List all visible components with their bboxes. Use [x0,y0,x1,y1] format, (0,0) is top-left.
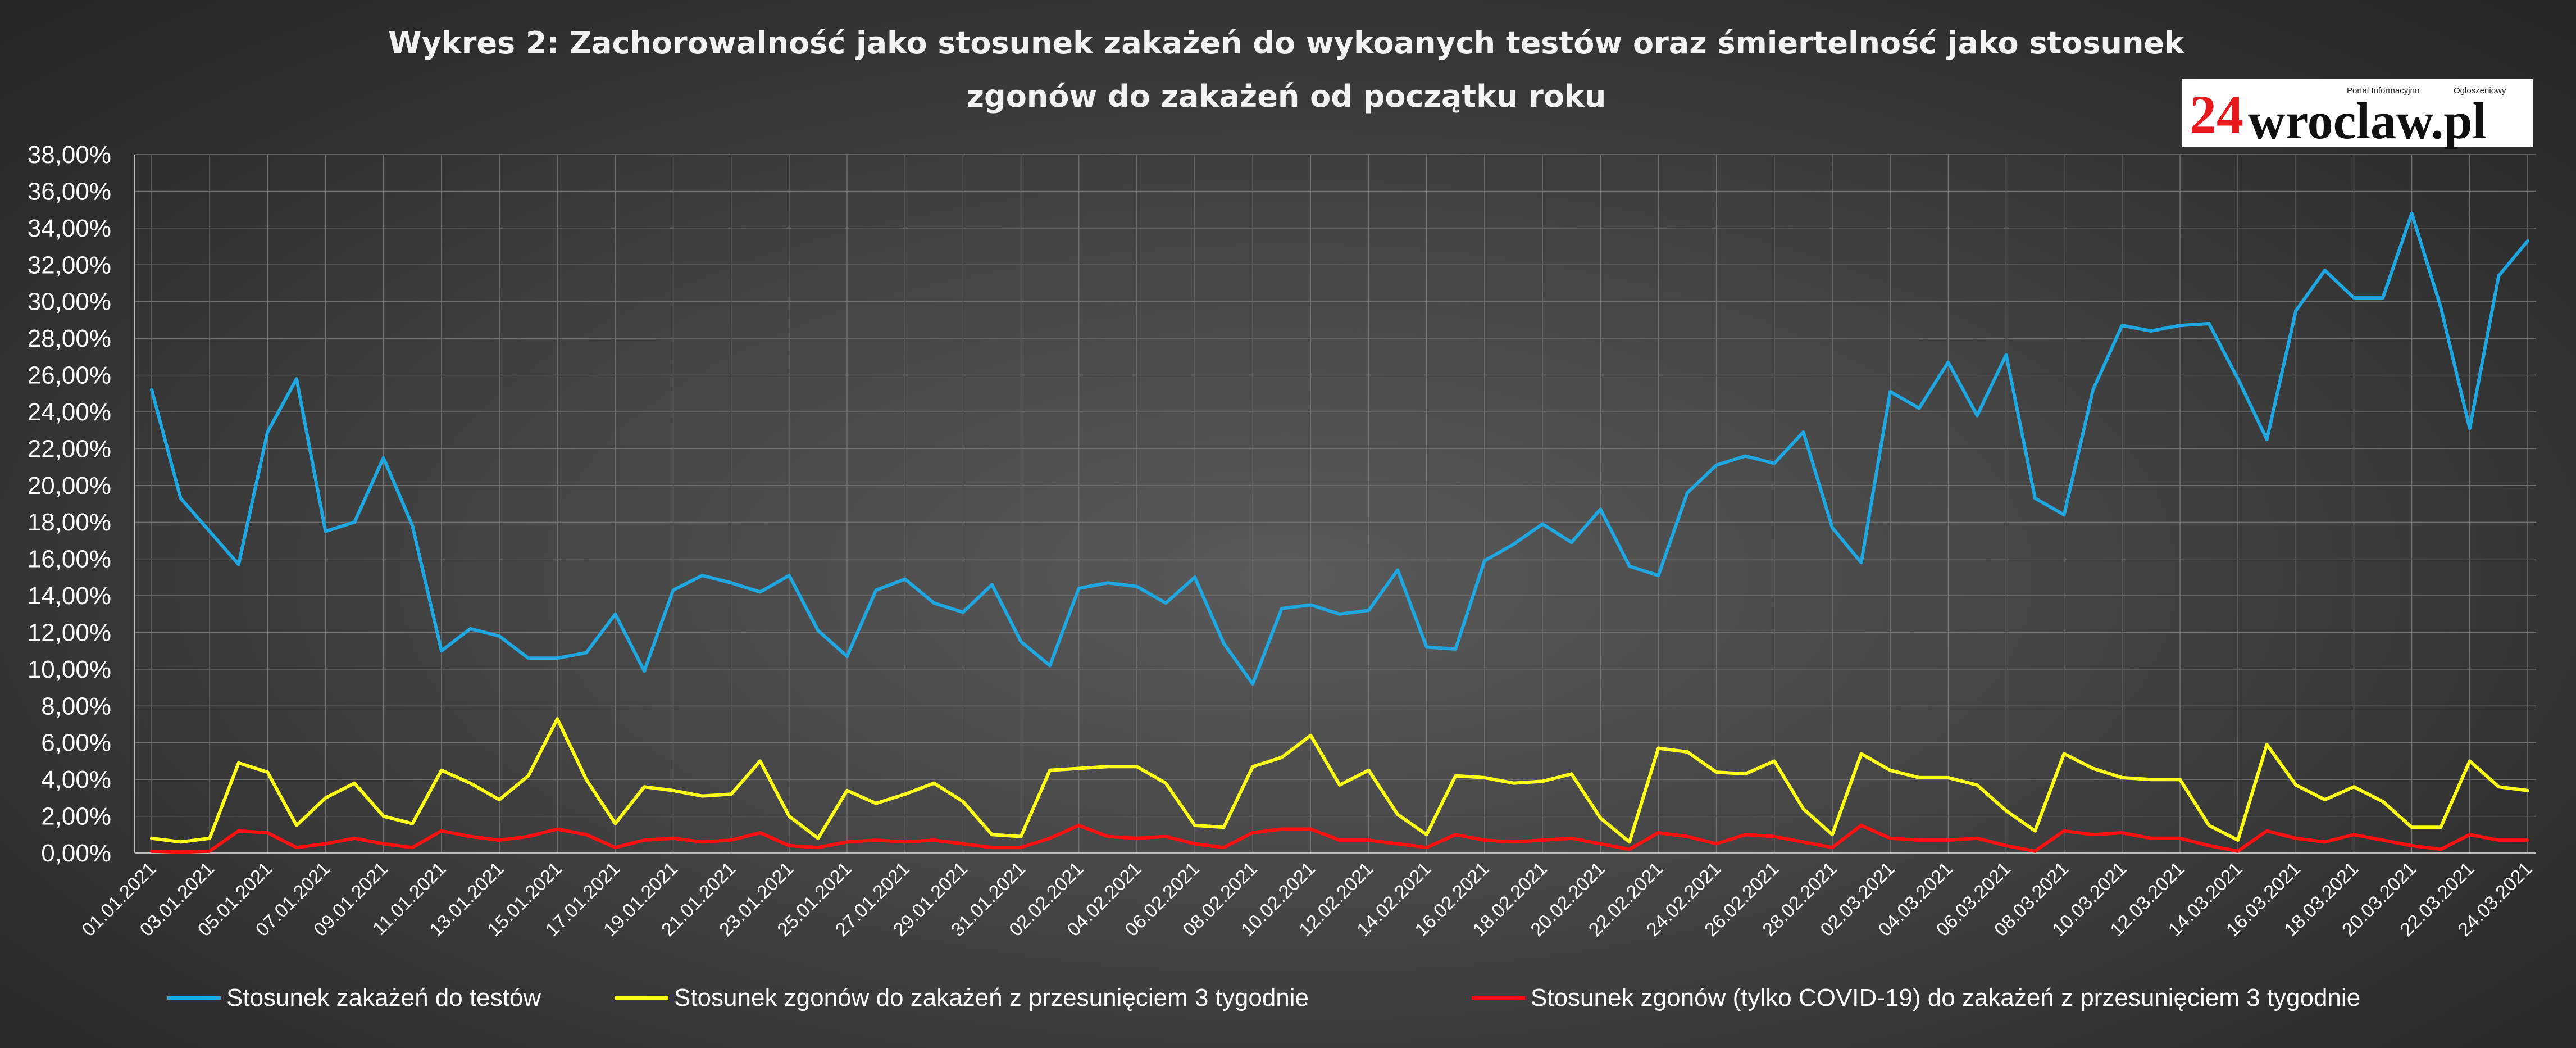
y-tick-label: 2,00% [41,803,111,831]
y-tick-label: 26,00% [28,362,111,389]
y-axis: 0,00% 2,00% 4,00% 6,00% 8,00% 10,00% 12,00% 14,… [28,141,111,867]
y-tick-label: 38,00% [28,141,111,169]
legend-label: Stosunek zakażeń do testów [226,984,541,1011]
logo-tagline-left: Portal Informacyjno [2347,86,2419,96]
y-tick-label: 6,00% [41,729,111,757]
y-tick-label: 18,00% [28,509,111,536]
series-line-3 [150,823,2529,854]
series-line-2 [150,717,2529,844]
legend: Stosunek zakażeń do testów Stosunek zgonó… [167,984,2360,1011]
y-tick-label: 20,00% [28,472,111,500]
y-tick-label: 0,00% [41,840,111,867]
logo-number: 24 [2190,84,2243,144]
plot-series [150,211,2529,854]
y-tick-label: 32,00% [28,251,111,279]
legend-label: Stosunek zgonów do zakażeń z przesunięci… [674,984,1309,1011]
y-tick-label: 14,00% [28,582,111,610]
y-tick-label: 30,00% [28,288,111,316]
chart-title-line2: zgonów do zakażeń od początku roku [967,79,1606,114]
y-tick-label: 34,00% [28,215,111,242]
y-tick-label: 12,00% [28,619,111,646]
y-tick-label: 8,00% [41,692,111,720]
logo-name: wroclaw.pl [2248,92,2487,149]
y-tick-label: 16,00% [28,546,111,573]
x-axis: 01.01.202103.01.202105.01.202107.01.2021… [78,858,2536,941]
y-tick-label: 4,00% [41,766,111,793]
chart-title-line1: Wykres 2: Zachorowalność jako stosunek z… [388,25,2185,61]
y-tick-label: 28,00% [28,325,111,352]
logo: Portal Informacyjno Ogłoszeniowy 24 wroc… [2182,79,2533,149]
y-tick-label: 22,00% [28,435,111,462]
grid [134,154,2536,854]
y-tick-label: 36,00% [28,178,111,205]
logo-tagline-right: Ogłoszeniowy [2454,86,2506,96]
y-tick-label: 24,00% [28,398,111,426]
logo-background [2182,79,2533,147]
y-tick-label: 10,00% [28,656,111,683]
series-line-1 [150,211,2529,686]
legend-label: Stosunek zgonów (tylko COVID-19) do zaka… [1531,984,2360,1011]
